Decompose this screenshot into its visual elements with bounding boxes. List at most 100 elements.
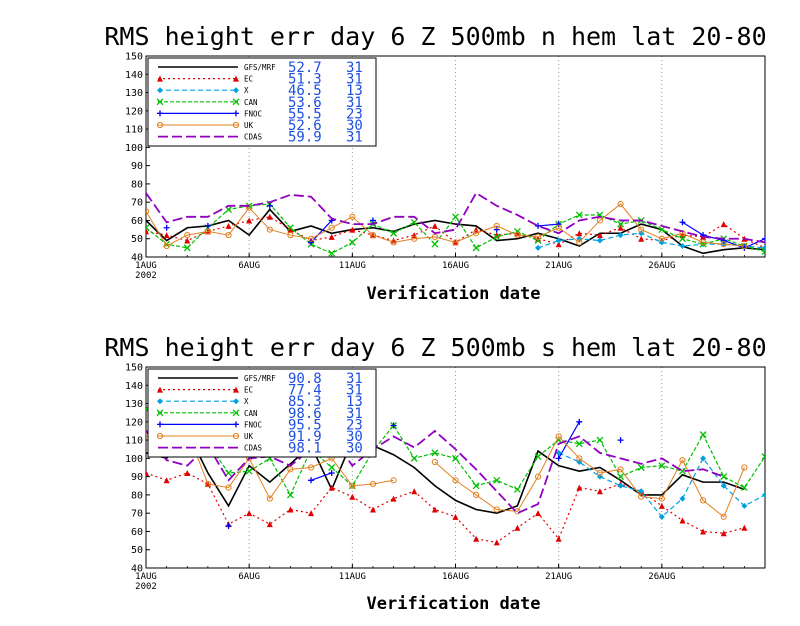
- legend-mean: 59.9: [288, 130, 322, 146]
- data-point: [741, 464, 748, 471]
- data-point: [369, 506, 376, 513]
- data-point: [700, 455, 707, 462]
- data-point: [431, 233, 438, 240]
- data-point: [596, 436, 604, 444]
- legend-count: 31: [346, 60, 363, 76]
- legend-mean: 52.6: [288, 118, 322, 134]
- data-point: [431, 449, 439, 457]
- data-point: [555, 433, 562, 440]
- legend-mean: 95.5: [288, 417, 322, 433]
- data-point: [596, 237, 603, 244]
- legend-marker: [233, 75, 239, 82]
- series-line: [434, 435, 745, 518]
- x-tick-label: 21AUG: [545, 572, 572, 582]
- data-point: [658, 495, 665, 502]
- data-point: [266, 521, 273, 528]
- legend-count: 30: [346, 441, 363, 457]
- y-tick-label: 60: [131, 527, 143, 538]
- data-point: [266, 495, 273, 502]
- y-tick-label: 130: [125, 399, 143, 410]
- data-point: [555, 237, 562, 244]
- data-point: [658, 502, 665, 509]
- data-point: [720, 221, 727, 228]
- data-point: [617, 232, 624, 239]
- data-point: [638, 488, 645, 495]
- data-point: [534, 233, 542, 240]
- data-point: [246, 217, 253, 224]
- legend-count: 31: [346, 130, 363, 146]
- data-point: [245, 467, 253, 475]
- data-point: [184, 469, 191, 476]
- data-point: [307, 235, 315, 242]
- data-point: [535, 222, 542, 229]
- data-point: [163, 242, 170, 250]
- y-tick-label: 90: [131, 161, 143, 172]
- data-point: [246, 510, 253, 517]
- data-point: [452, 513, 459, 520]
- data-point: [390, 495, 397, 502]
- legend-marker: [233, 386, 239, 393]
- data-point: [286, 224, 294, 232]
- legend-marker: [156, 98, 164, 106]
- series-cdas: [146, 429, 725, 515]
- series-x: [555, 449, 765, 520]
- data-point: [163, 232, 170, 239]
- legend-marker: [157, 110, 163, 117]
- series-uk: [146, 200, 748, 250]
- data-point: [287, 226, 294, 233]
- data-point: [514, 231, 521, 239]
- x-axis-label: Verification date: [367, 284, 541, 304]
- data-point: [761, 248, 765, 255]
- data-point: [720, 513, 727, 520]
- data-point: [287, 506, 294, 513]
- data-point: [204, 480, 211, 488]
- data-point: [741, 242, 748, 250]
- data-point: [576, 484, 583, 491]
- data-point: [146, 469, 149, 476]
- series-x: [535, 230, 765, 251]
- data-point: [679, 235, 686, 243]
- data-point: [452, 454, 459, 462]
- data-point: [493, 476, 501, 484]
- data-point: [163, 224, 170, 231]
- y-tick-label: 110: [125, 125, 143, 136]
- y-tick-label: 90: [131, 472, 143, 483]
- data-point: [369, 480, 377, 488]
- data-point: [410, 454, 418, 462]
- legend-label: X: [244, 86, 249, 95]
- data-point: [679, 517, 686, 524]
- series-line: [558, 421, 580, 459]
- legend-mean: 85.3: [288, 394, 322, 410]
- data-point: [452, 477, 459, 484]
- legend-marker: [156, 121, 164, 129]
- data-point: [204, 222, 211, 229]
- data-point: [328, 249, 336, 257]
- data-point: [740, 484, 748, 492]
- data-point: [720, 482, 727, 489]
- legend-marker: [157, 75, 163, 82]
- data-point: [452, 213, 459, 221]
- legend-mean: 77.4: [288, 383, 322, 399]
- data-point: [741, 502, 748, 509]
- data-point: [700, 497, 707, 504]
- data-point: [287, 231, 294, 239]
- data-point: [431, 506, 438, 513]
- chart-1: RMS height err day 6 Z 500mb n hem lat 2…: [104, 22, 766, 304]
- data-point: [266, 202, 273, 209]
- data-point: [762, 491, 765, 498]
- data-point: [204, 228, 211, 235]
- series-line: [310, 472, 332, 481]
- data-point: [720, 241, 727, 248]
- legend-count: 31: [346, 383, 363, 399]
- data-point: [163, 477, 170, 484]
- data-point: [535, 510, 542, 517]
- data-point: [576, 230, 583, 237]
- legend-mean: 52.7: [288, 60, 322, 76]
- legend-label: EC: [244, 386, 253, 395]
- legend-label: CAN: [244, 98, 258, 107]
- data-point: [349, 493, 356, 500]
- data-point: [307, 464, 315, 471]
- y-tick-label: 120: [125, 106, 143, 117]
- series-line: [537, 232, 765, 249]
- legend-mean: 90.8: [288, 371, 322, 387]
